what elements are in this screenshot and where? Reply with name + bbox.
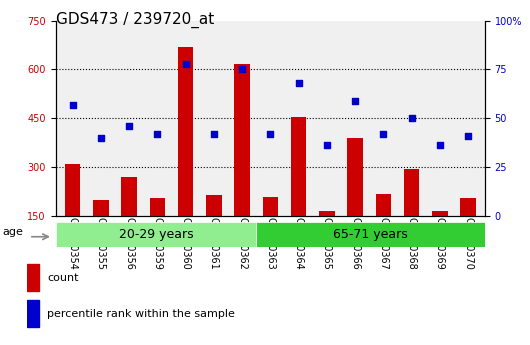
- Point: [68, 102, 77, 107]
- Bar: [149, 198, 165, 216]
- Bar: [26, 300, 39, 327]
- Point: [181, 61, 190, 66]
- Bar: [291, 117, 306, 216]
- Bar: [376, 194, 391, 216]
- Bar: [178, 47, 193, 216]
- Point: [379, 131, 387, 137]
- Bar: [319, 211, 334, 216]
- Point: [153, 131, 162, 137]
- Point: [464, 133, 472, 138]
- Text: GDS473 / 239720_at: GDS473 / 239720_at: [56, 12, 214, 28]
- Bar: [56, 222, 256, 247]
- Point: [323, 143, 331, 148]
- Bar: [347, 138, 363, 216]
- Point: [407, 115, 416, 121]
- Bar: [256, 222, 485, 247]
- Bar: [206, 195, 222, 216]
- Bar: [432, 211, 447, 216]
- Bar: [93, 200, 109, 216]
- Bar: [26, 264, 39, 290]
- Point: [436, 143, 444, 148]
- Point: [294, 80, 303, 86]
- Point: [266, 131, 275, 137]
- Point: [125, 123, 134, 129]
- Text: percentile rank within the sample: percentile rank within the sample: [47, 309, 235, 319]
- Point: [96, 135, 105, 140]
- Bar: [460, 198, 476, 216]
- Text: count: count: [47, 273, 78, 283]
- Point: [351, 98, 359, 104]
- Bar: [404, 169, 419, 216]
- Bar: [65, 164, 81, 216]
- Text: 65-71 years: 65-71 years: [333, 228, 408, 241]
- Bar: [234, 63, 250, 216]
- Text: 20-29 years: 20-29 years: [119, 228, 193, 241]
- Point: [209, 131, 218, 137]
- Bar: [121, 177, 137, 216]
- Point: [238, 67, 246, 72]
- Text: age: age: [3, 227, 24, 237]
- Bar: [262, 197, 278, 216]
